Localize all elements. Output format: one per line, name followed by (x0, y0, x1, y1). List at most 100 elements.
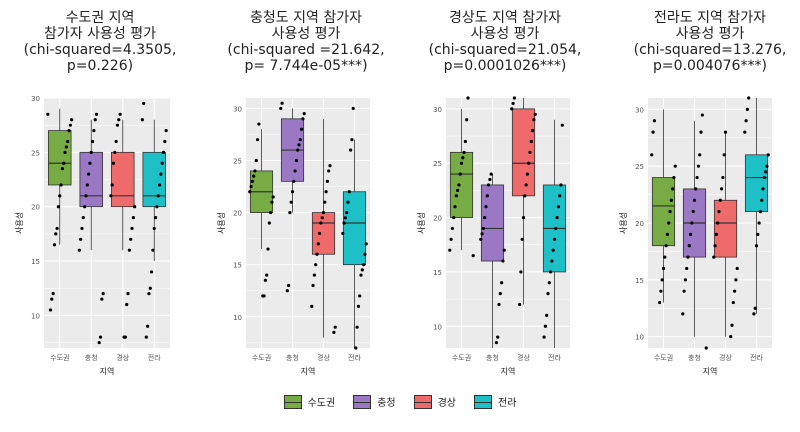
data-point (714, 232, 718, 236)
data-point (328, 164, 332, 168)
data-point (752, 312, 756, 316)
data-point (529, 139, 533, 144)
data-point (695, 175, 699, 180)
data-point (342, 221, 346, 225)
data-point (320, 216, 324, 220)
data-point (351, 106, 355, 111)
data-point (64, 145, 68, 149)
title-line: p=0.004076***) (653, 58, 767, 74)
data-point (58, 194, 62, 198)
data-point (252, 174, 256, 178)
data-point (113, 150, 117, 154)
data-point (46, 112, 50, 116)
data-point (56, 205, 61, 209)
data-point (483, 215, 487, 220)
data-point (758, 210, 763, 214)
data-point (97, 340, 101, 345)
data-point (698, 153, 702, 157)
data-point (687, 244, 691, 248)
panel-title-1: 수도권 지역 참가자 사용성 평가 (chi-squared=4.3505, p=0.… (0, 10, 200, 74)
data-point (130, 226, 134, 231)
data-point (713, 244, 717, 248)
data-point (155, 205, 159, 209)
data-point (452, 215, 456, 220)
data-point (347, 190, 351, 194)
data-point (699, 130, 703, 134)
title-line: 충청도 지역 참가자 (250, 10, 362, 26)
data-point (163, 139, 167, 144)
data-point (267, 221, 271, 225)
data-point (79, 237, 83, 241)
data-point (359, 273, 363, 277)
data-point (87, 172, 91, 176)
x-tick-label: 충청 (85, 353, 98, 362)
title-line: 사용성 평가 (470, 26, 540, 42)
x-tick-label: 전라 (548, 353, 561, 362)
data-point (760, 198, 764, 202)
data-point (665, 232, 670, 236)
data-point (59, 183, 63, 187)
data-point (153, 215, 158, 220)
data-point (531, 129, 535, 133)
data-point (358, 294, 362, 298)
data-point (52, 243, 57, 247)
data-point (317, 231, 322, 236)
data-point (528, 150, 532, 154)
data-point (332, 330, 336, 334)
data-point (511, 101, 515, 106)
data-point (341, 231, 345, 236)
y-tick-label: 20 (433, 215, 442, 223)
box-2 (480, 184, 505, 262)
data-point (496, 335, 500, 339)
data-point (314, 263, 318, 267)
data-point (114, 139, 118, 144)
data-point (729, 335, 733, 339)
box-3 (111, 151, 135, 208)
legend-label-sudogwon: 수도권 (307, 398, 336, 409)
data-point (321, 210, 326, 215)
y-tick-label: 10 (233, 314, 242, 322)
data-point (298, 138, 302, 142)
data-point (657, 300, 662, 305)
data-point (497, 302, 501, 307)
data-point (747, 96, 751, 100)
data-point (100, 297, 104, 301)
data-point (691, 210, 695, 214)
data-point (156, 194, 160, 198)
data-point (672, 175, 676, 180)
box-2 (79, 151, 103, 208)
y-tick-label: 30 (31, 95, 40, 103)
data-point (551, 248, 555, 252)
data-point (350, 138, 354, 142)
data-point (254, 158, 258, 163)
data-point (55, 226, 59, 231)
data-point (160, 161, 164, 165)
data-point (85, 183, 89, 187)
box-3 (311, 212, 336, 255)
legend-item-sudogwon: 수도권 (283, 394, 336, 409)
data-point (454, 194, 458, 198)
data-point (722, 153, 726, 157)
data-point (543, 324, 547, 328)
data-point (62, 161, 66, 165)
data-point (285, 289, 289, 293)
x-tick-label: 전라 (348, 353, 361, 362)
x-tick-label: 경상 (719, 353, 732, 362)
data-point (734, 278, 738, 282)
data-point (294, 158, 299, 163)
x-tick-label: 경상 (517, 353, 530, 362)
y-axis-title: 사용성 (217, 212, 226, 234)
y-tick-label: 30 (635, 106, 644, 114)
data-point (92, 129, 96, 133)
legend-label-chungcheong: 충청 (377, 398, 396, 409)
data-point (744, 119, 748, 123)
data-point (310, 304, 314, 308)
data-point (764, 170, 768, 174)
data-point (700, 113, 704, 117)
data-point (249, 184, 253, 189)
data-point (664, 244, 668, 248)
title-line: p=0.226) (66, 58, 134, 74)
data-point (761, 187, 765, 191)
data-point (730, 323, 734, 327)
data-point (532, 118, 536, 122)
